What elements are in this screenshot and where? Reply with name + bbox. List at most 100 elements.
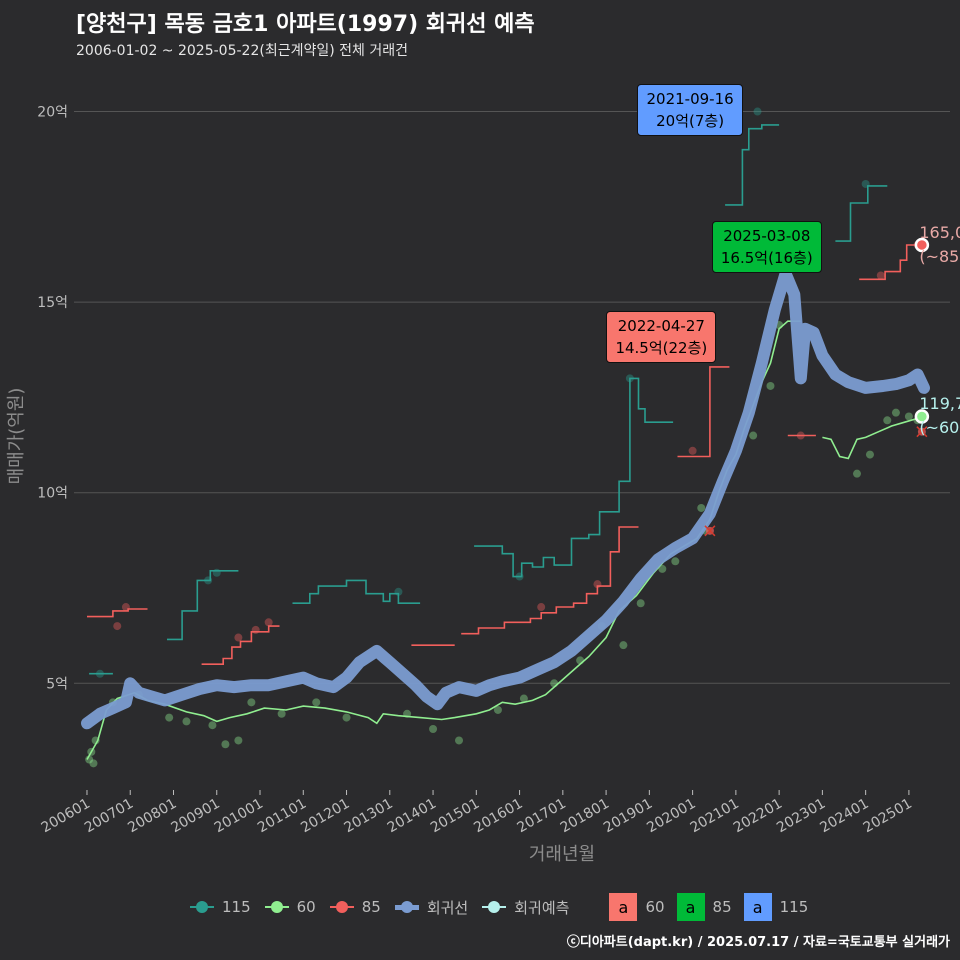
legend-box-85-label: 85 — [712, 898, 732, 916]
point-60-9 — [221, 740, 230, 749]
x-tick-label-202501: 202501 — [861, 796, 915, 837]
x-tick-label-200901: 200901 — [168, 796, 222, 837]
legend-item-regression: 회귀선 — [393, 897, 468, 918]
point-60-24 — [636, 599, 645, 608]
legend-box-60-label: 60 — [645, 898, 665, 916]
legend-box-85-glyph: a — [676, 893, 705, 921]
legend-box-115-label: 115 — [779, 898, 809, 916]
legend-label-regression: 회귀선 — [426, 898, 469, 917]
point-60-12 — [277, 709, 286, 718]
end-label-60-value: 119,700 — [919, 394, 960, 414]
chart-title: [양천구] 목동 금호1 아파트(1997) 회귀선 예측 — [76, 12, 535, 37]
x-tick-label-202101: 202101 — [688, 796, 742, 837]
legend-box-85: a 85 — [676, 893, 732, 921]
forecast-point-1 — [914, 409, 930, 424]
point-85-0 — [113, 622, 122, 631]
end-label-60-area: (~60㎡) — [919, 418, 960, 438]
x-tick-label-201401: 201401 — [385, 796, 439, 837]
step-line-115-1 — [167, 570, 239, 641]
legend-item-85: 85 — [328, 897, 381, 917]
step-line-115-5 — [835, 185, 888, 242]
cross-mark-0 — [704, 525, 716, 537]
callout-85-value: 16.5억(16층) — [720, 248, 813, 267]
x-tick-label-201001: 201001 — [212, 796, 266, 837]
point-60-16 — [429, 725, 438, 734]
legend-label-60: 60 — [296, 898, 316, 916]
point-60-35 — [891, 408, 900, 417]
callout-115-date: 2021-09-16 — [646, 89, 734, 108]
callout-60-value: 14.5억(22층) — [615, 339, 708, 358]
legend-label-115: 115 — [222, 898, 251, 916]
forecast-point-0 — [914, 237, 930, 253]
x-tick-label-201601: 201601 — [471, 796, 525, 837]
callout-60-date: 2022-04-27 — [617, 317, 705, 336]
x-tick-label-202301: 202301 — [774, 796, 828, 837]
point-60-25 — [658, 564, 667, 573]
legend-key-60 — [263, 897, 291, 917]
point-60-14 — [342, 713, 351, 722]
point-85-9 — [876, 271, 885, 280]
end-label-85-value: 165,000 — [919, 222, 960, 242]
point-60-34 — [883, 416, 892, 425]
line-60-recent — [822, 417, 918, 460]
regression-line — [81, 267, 930, 730]
x-tick-label-201901: 201901 — [601, 796, 655, 837]
point-60-18 — [493, 705, 502, 714]
x-tick-label-202201: 202201 — [731, 796, 785, 837]
point-60-26 — [671, 557, 680, 566]
legend-box-60: a 60 — [609, 893, 665, 921]
point-115-2 — [212, 568, 221, 577]
point-60-8 — [208, 721, 217, 730]
legend-key-forecast — [480, 897, 508, 917]
legend-label-forecast: 회귀예측 — [514, 898, 570, 917]
point-115-6 — [753, 107, 762, 116]
y-axis-title: 매매가(억원) — [6, 388, 27, 485]
x-tick-label-201801: 201801 — [558, 796, 612, 837]
point-60-7 — [182, 717, 191, 726]
step-line-85-1 — [201, 625, 280, 665]
legend-item-forecast: 회귀예측 — [480, 897, 569, 918]
point-60-27 — [697, 503, 706, 512]
end-label-60: 119,700 (~60㎡) — [919, 392, 960, 440]
x-axis-title: 거래년월 — [529, 844, 595, 865]
x-tick-label-201201: 201201 — [298, 796, 352, 837]
step-line-85-3 — [461, 526, 639, 635]
point-60-6 — [165, 713, 174, 722]
legend-key-regression — [393, 897, 421, 917]
end-label-85: 165,000 (~85㎡) — [919, 221, 960, 269]
x-tick-label-200701: 200701 — [82, 796, 136, 837]
y-tick-label-15: 15억 — [37, 295, 68, 311]
point-60-29 — [749, 431, 758, 440]
end-label-85-area: (~85㎡) — [919, 246, 960, 266]
point-60-33 — [865, 450, 874, 459]
point-60-10 — [234, 736, 243, 745]
step-line-115-4 — [725, 124, 780, 206]
point-85-5 — [537, 603, 546, 612]
x-tick-label-200801: 200801 — [125, 796, 179, 837]
callout-115-value: 20억(7층) — [656, 111, 725, 130]
x-tick-label-201301: 201301 — [342, 796, 396, 837]
chart-legend: 115 60 85 회귀선 회귀예측 a 60 a 85 a 115 — [188, 893, 820, 921]
point-60-23 — [619, 641, 628, 650]
legend-item-60: 60 — [263, 897, 316, 917]
x-tick-label-201701: 201701 — [515, 796, 569, 837]
legend-item-115: 115 — [188, 897, 251, 917]
chart-subtitle: 2006-01-02 ~ 2025-05-22(최근계약일) 전체 거래건 — [76, 43, 408, 59]
x-tick-label-202001: 202001 — [644, 796, 698, 837]
step-line-85-0 — [87, 608, 148, 618]
x-tick-label-200601: 200601 — [39, 796, 93, 837]
step-line-115-2 — [292, 579, 421, 604]
step-line-115-3 — [474, 377, 674, 578]
cross-mark-1 — [916, 426, 928, 438]
point-60-17 — [455, 736, 464, 745]
x-tick-label-201501: 201501 — [428, 796, 482, 837]
point-60-11 — [247, 698, 256, 707]
point-85-4 — [264, 618, 273, 627]
legend-box-115-glyph: a — [743, 893, 772, 921]
point-85-7 — [688, 446, 697, 455]
credit-text: ⓒ디아파트(dapt.kr) / 2025.07.17 / 자료=국토교통부 실… — [566, 935, 950, 950]
y-tick-label-5: 5억 — [46, 676, 68, 692]
x-tick-label-202401: 202401 — [817, 796, 871, 837]
legend-box-60-glyph: a — [609, 893, 638, 921]
